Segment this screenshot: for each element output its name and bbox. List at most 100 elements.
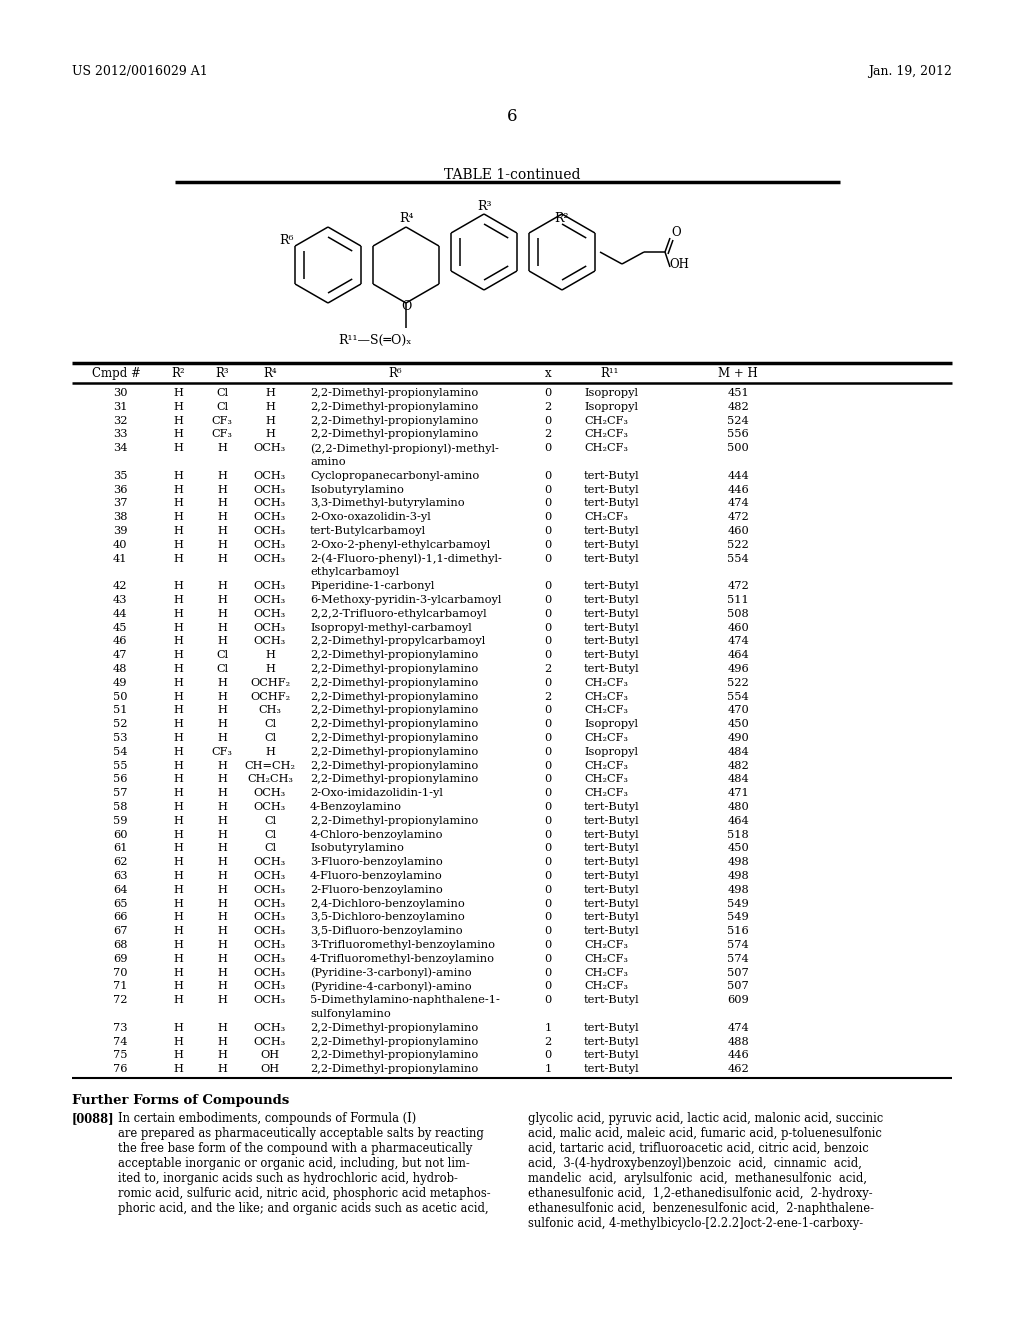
- Text: 474: 474: [727, 499, 749, 508]
- Text: 66: 66: [113, 912, 127, 923]
- Text: H: H: [173, 733, 183, 743]
- Text: CH₂CF₃: CH₂CF₃: [584, 692, 628, 702]
- Text: 0: 0: [545, 609, 552, 619]
- Text: OCH₃: OCH₃: [254, 1036, 286, 1047]
- Text: 3-Trifluoromethyl-benzoylamino: 3-Trifluoromethyl-benzoylamino: [310, 940, 495, 950]
- Text: 53: 53: [113, 733, 127, 743]
- Text: R³: R³: [478, 201, 493, 214]
- Text: tert-Butyl: tert-Butyl: [584, 540, 640, 550]
- Text: Isobutyrylamino: Isobutyrylamino: [310, 484, 403, 495]
- Text: 450: 450: [727, 719, 749, 729]
- Text: tert-Butyl: tert-Butyl: [584, 623, 640, 632]
- Text: OCHF₂: OCHF₂: [250, 677, 290, 688]
- Text: 38: 38: [113, 512, 127, 523]
- Text: 4-Benzoylamino: 4-Benzoylamino: [310, 803, 402, 812]
- Text: H: H: [173, 954, 183, 964]
- Text: tert-Butylcarbamoyl: tert-Butylcarbamoyl: [310, 525, 426, 536]
- Text: OCH₃: OCH₃: [254, 927, 286, 936]
- Text: 2,2-Dimethyl-propionylamino: 2,2-Dimethyl-propionylamino: [310, 416, 478, 425]
- Text: OCH₃: OCH₃: [254, 788, 286, 799]
- Text: 67: 67: [113, 927, 127, 936]
- Text: H: H: [173, 843, 183, 854]
- Text: CH₂CF₃: CH₂CF₃: [584, 788, 628, 799]
- Text: OCH₃: OCH₃: [254, 871, 286, 880]
- Text: 471: 471: [727, 788, 749, 799]
- Text: 464: 464: [727, 816, 749, 826]
- Text: R²: R²: [555, 211, 569, 224]
- Text: 0: 0: [545, 388, 552, 399]
- Text: 0: 0: [545, 760, 552, 771]
- Text: 0: 0: [545, 512, 552, 523]
- Text: 2,2-Dimethyl-propionylamino: 2,2-Dimethyl-propionylamino: [310, 816, 478, 826]
- Text: 0: 0: [545, 843, 552, 854]
- Text: CH₂CF₃: CH₂CF₃: [584, 429, 628, 440]
- Text: Cl: Cl: [264, 719, 276, 729]
- Text: 4-Trifluoromethyl-benzoylamino: 4-Trifluoromethyl-benzoylamino: [310, 954, 495, 964]
- Text: OCH₃: OCH₃: [254, 884, 286, 895]
- Text: H: H: [217, 484, 227, 495]
- Text: OCH₃: OCH₃: [254, 595, 286, 605]
- Text: 609: 609: [727, 995, 749, 1006]
- Text: x: x: [545, 367, 551, 380]
- Text: tert-Butyl: tert-Butyl: [584, 816, 640, 826]
- Text: 2,2-Dimethyl-propionylamino: 2,2-Dimethyl-propionylamino: [310, 719, 478, 729]
- Text: H: H: [173, 857, 183, 867]
- Text: Cl: Cl: [264, 843, 276, 854]
- Text: CH₂CH₃: CH₂CH₃: [247, 775, 293, 784]
- Text: 68: 68: [113, 940, 127, 950]
- Text: 451: 451: [727, 388, 749, 399]
- Text: 2,2-Dimethyl-propionylamino: 2,2-Dimethyl-propionylamino: [310, 760, 478, 771]
- Text: 3,3-Dimethyl-butyrylamino: 3,3-Dimethyl-butyrylamino: [310, 499, 465, 508]
- Text: R⁶: R⁶: [388, 367, 401, 380]
- Text: CH₂CF₃: CH₂CF₃: [584, 940, 628, 950]
- Text: tert-Butyl: tert-Butyl: [584, 1051, 640, 1060]
- Text: H: H: [173, 540, 183, 550]
- Text: 0: 0: [545, 829, 552, 840]
- Text: 56: 56: [113, 775, 127, 784]
- Text: R¹¹—S(═O)ₓ: R¹¹—S(═O)ₓ: [338, 334, 412, 347]
- Text: H: H: [173, 525, 183, 536]
- Text: 52: 52: [113, 719, 127, 729]
- Text: H: H: [173, 677, 183, 688]
- Text: 43: 43: [113, 595, 127, 605]
- Text: 46: 46: [113, 636, 127, 647]
- Text: Cmpd #: Cmpd #: [92, 367, 141, 380]
- Text: H: H: [217, 719, 227, 729]
- Text: tert-Butyl: tert-Butyl: [584, 912, 640, 923]
- Text: 0: 0: [545, 444, 552, 453]
- Text: OCH₃: OCH₃: [254, 636, 286, 647]
- Text: OCH₃: OCH₃: [254, 1023, 286, 1032]
- Text: H: H: [217, 940, 227, 950]
- Text: tert-Butyl: tert-Butyl: [584, 581, 640, 591]
- Text: tert-Butyl: tert-Butyl: [584, 651, 640, 660]
- Text: 460: 460: [727, 525, 749, 536]
- Text: R³: R³: [215, 367, 228, 380]
- Text: 480: 480: [727, 803, 749, 812]
- Text: H: H: [217, 525, 227, 536]
- Text: H: H: [173, 760, 183, 771]
- Text: H: H: [173, 1064, 183, 1074]
- Text: H: H: [217, 954, 227, 964]
- Text: 2-Oxo-2-phenyl-ethylcarbamoyl: 2-Oxo-2-phenyl-ethylcarbamoyl: [310, 540, 490, 550]
- Text: 30: 30: [113, 388, 127, 399]
- Text: OCH₃: OCH₃: [254, 553, 286, 564]
- Text: 44: 44: [113, 609, 127, 619]
- Text: 64: 64: [113, 884, 127, 895]
- Text: 444: 444: [727, 471, 749, 480]
- Text: 474: 474: [727, 636, 749, 647]
- Text: CH₂CF₃: CH₂CF₃: [584, 968, 628, 978]
- Text: tert-Butyl: tert-Butyl: [584, 857, 640, 867]
- Text: H: H: [217, 1064, 227, 1074]
- Text: OCH₃: OCH₃: [254, 484, 286, 495]
- Text: 63: 63: [113, 871, 127, 880]
- Text: 0: 0: [545, 803, 552, 812]
- Text: 47: 47: [113, 651, 127, 660]
- Text: H: H: [217, 677, 227, 688]
- Text: 69: 69: [113, 954, 127, 964]
- Text: H: H: [217, 444, 227, 453]
- Text: [0088]: [0088]: [72, 1111, 115, 1125]
- Text: 2,2-Dimethyl-propionylamino: 2,2-Dimethyl-propionylamino: [310, 664, 478, 675]
- Text: H: H: [173, 499, 183, 508]
- Text: H: H: [173, 388, 183, 399]
- Text: Cl: Cl: [216, 664, 228, 675]
